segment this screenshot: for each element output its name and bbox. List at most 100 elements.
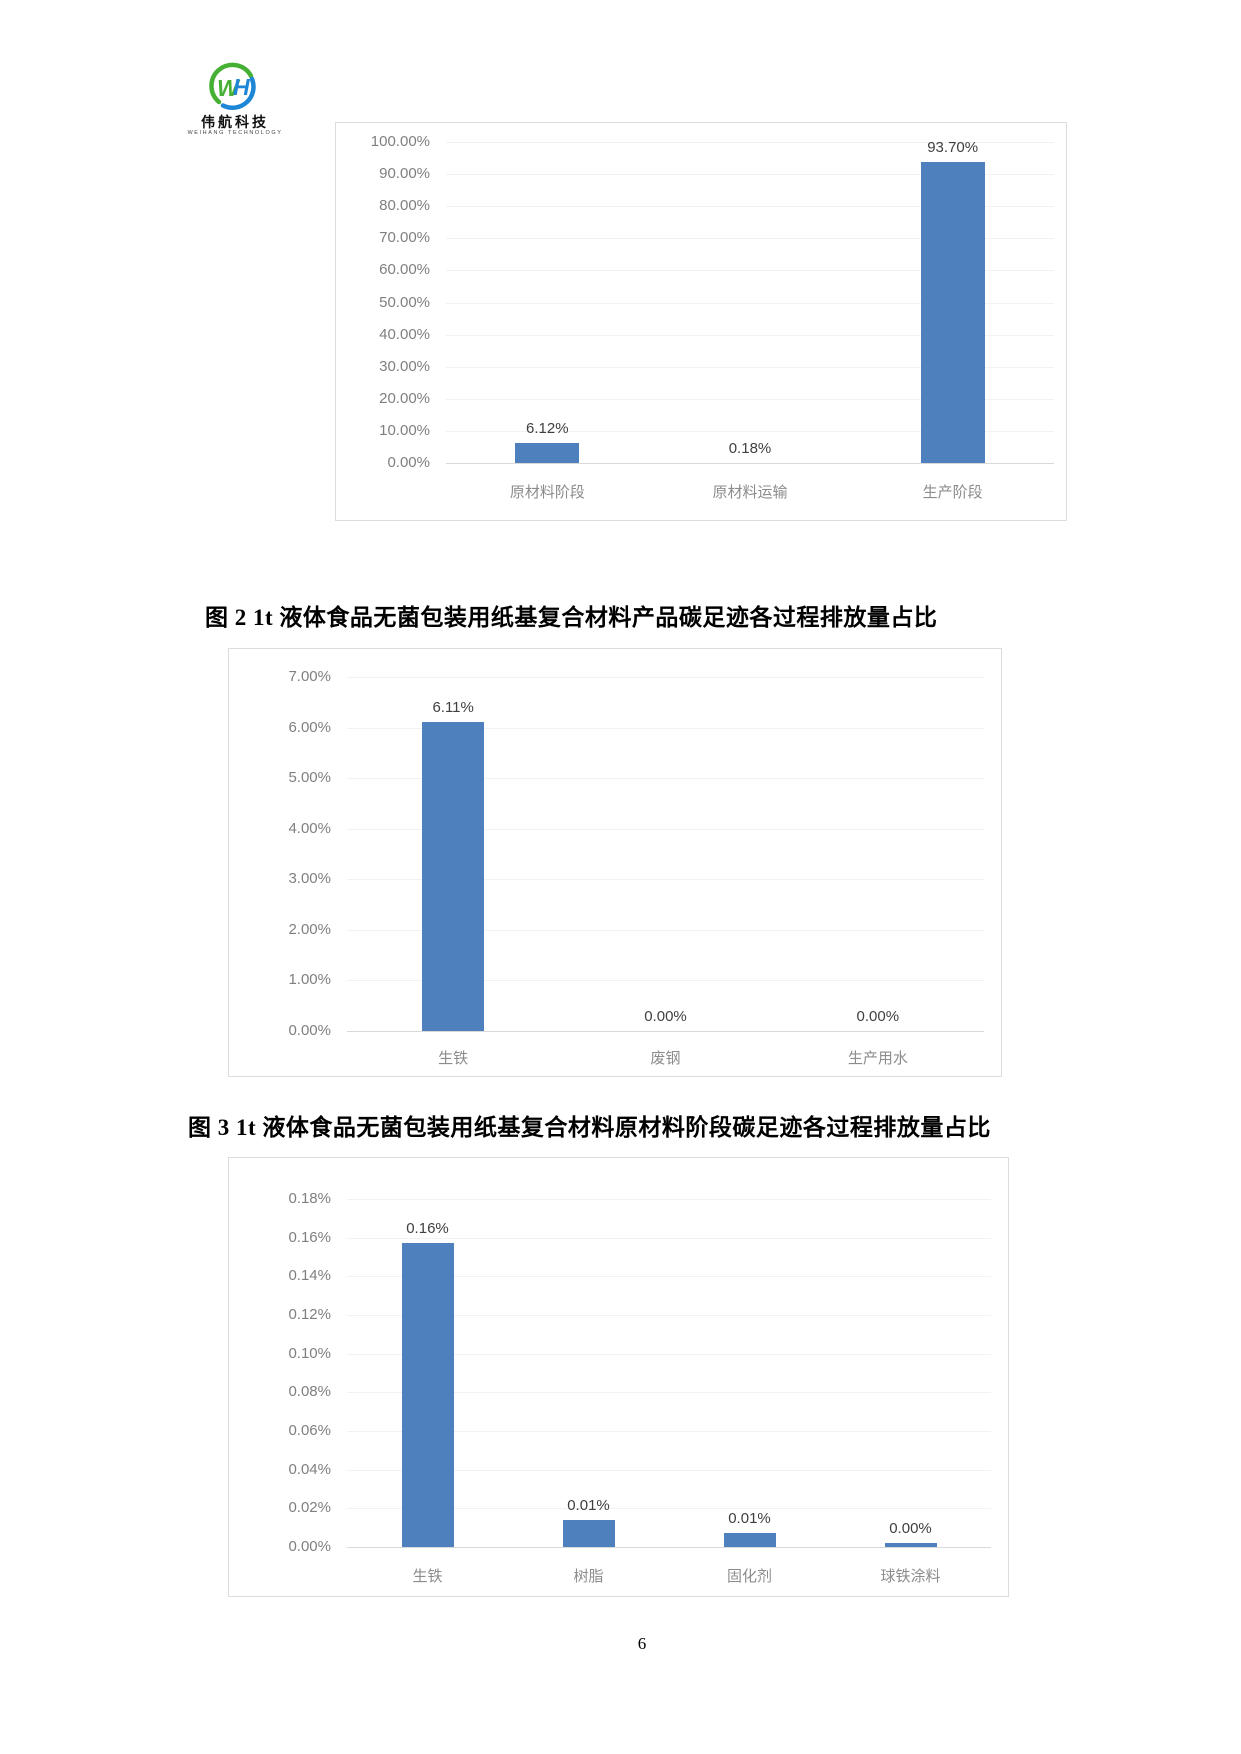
category-label: 原材料运输	[712, 484, 788, 501]
y-tick-label: 100.00%	[370, 133, 430, 150]
category-label: 球铁涂料	[880, 1568, 941, 1585]
bar-value-label: 0.18%	[728, 440, 772, 457]
gridline	[446, 366, 1054, 368]
bar-value-label: 93.70%	[927, 139, 979, 157]
y-tick-label: 3.00%	[288, 870, 331, 888]
figure-4-bar-chart: 0.00% 0.02% 0.04% 0.06% 0.08% 0.10% 0.12% 0.14%…	[228, 1157, 1009, 1597]
bar	[562, 1519, 615, 1547]
bar	[515, 443, 580, 463]
y-tick-label: 0.10%	[288, 1344, 331, 1362]
gridline	[347, 879, 984, 881]
bar-value-label: 0.01%	[567, 1496, 610, 1514]
gridline	[347, 929, 984, 931]
logo-brand-name-cn: 伟航科技	[201, 114, 269, 130]
figure-3-caption: 图 3 1t 液体食品无菌包装用纸基复合材料原材料阶段碳足迹各过程排放量占比	[188, 1115, 991, 1140]
gridline	[446, 302, 1054, 304]
category-label: 生产阶段	[922, 484, 983, 501]
logo-letter-w: W	[217, 75, 241, 101]
gridline	[347, 1469, 991, 1471]
bar-value-label: 0.00%	[856, 1008, 900, 1025]
figure-2-caption: 图 2 1t 液体食品无菌包装用纸基复合材料产品碳足迹各过程排放量占比	[205, 605, 938, 630]
x-axis-line	[347, 1547, 991, 1548]
gridline	[446, 142, 1054, 143]
gridline	[347, 1392, 991, 1394]
y-tick-label: 60.00%	[379, 261, 430, 279]
bar-value-label: 0.16%	[406, 1220, 449, 1238]
y-tick-label: 0.08%	[288, 1383, 331, 1401]
gridline	[347, 727, 984, 729]
figure-2-bar-chart: 0.00% 10.00% 20.00% 30.00% 40.00% 50.00% 60.00…	[335, 122, 1067, 521]
gridline	[347, 1237, 991, 1239]
bar	[723, 1533, 776, 1547]
gridline	[446, 174, 1054, 176]
category-label: 树脂	[573, 1568, 604, 1585]
y-tick-label: 0.00%	[288, 1022, 331, 1039]
bar	[422, 722, 485, 1031]
y-tick-label: 2.00%	[288, 920, 331, 938]
gridline	[347, 1315, 991, 1316]
y-tick-label: 30.00%	[379, 357, 430, 375]
y-tick-label: 0.00%	[387, 454, 430, 471]
y-tick-label: 6.00%	[288, 718, 331, 736]
bar-value-label: 0.01%	[728, 1510, 771, 1528]
gridline	[347, 1199, 991, 1200]
bar	[920, 162, 985, 463]
gridline	[446, 430, 1054, 432]
gridline	[347, 980, 984, 982]
y-tick-label: 0.02%	[288, 1499, 331, 1517]
y-tick-label: 0.18%	[288, 1190, 331, 1207]
bar-value-label: 0.00%	[889, 1520, 932, 1538]
x-axis-line	[446, 463, 1054, 464]
y-tick-label: 20.00%	[379, 389, 430, 407]
logo-emblem-icon: W H	[209, 62, 256, 110]
logo-letter-h: H	[233, 74, 250, 100]
y-tick-label: 5.00%	[288, 769, 331, 787]
gridline	[446, 270, 1054, 272]
y-tick-label: 0.12%	[288, 1306, 331, 1323]
y-tick-label: 0.14%	[288, 1267, 331, 1285]
gridline	[446, 398, 1054, 400]
logo-brand-name-en: WEIHANG TECHNOLOGY	[187, 130, 283, 136]
bar-value-label: 0.00%	[644, 1008, 687, 1025]
category-label: 废钢	[650, 1050, 681, 1067]
bar	[401, 1243, 454, 1547]
y-tick-label: 40.00%	[379, 325, 430, 343]
bar-value-label: 6.11%	[432, 699, 474, 716]
gridline	[347, 677, 984, 678]
bar-value-label: 6.12%	[526, 420, 569, 438]
page-number: 6	[637, 1634, 647, 1653]
gridline	[347, 1431, 991, 1432]
gridline	[446, 238, 1054, 240]
y-tick-label: 0.04%	[288, 1460, 331, 1478]
y-tick-label: 70.00%	[379, 229, 430, 247]
y-tick-label: 7.00%	[288, 668, 331, 685]
y-tick-label: 80.00%	[379, 197, 430, 215]
gridline	[446, 206, 1054, 208]
y-tick-label: 10.00%	[379, 421, 430, 439]
gridline	[347, 828, 984, 830]
category-label: 生铁	[438, 1050, 469, 1067]
bar	[884, 1543, 937, 1547]
logo-blue-arc	[220, 76, 256, 110]
y-tick-label: 4.00%	[288, 819, 331, 837]
y-tick-label: 0.06%	[288, 1422, 331, 1439]
gridline	[446, 334, 1054, 336]
figure-3-bar-chart: 0.00% 1.00% 2.00% 3.00% 4.00% 5.00% 6.00% 7.00%…	[228, 648, 1002, 1077]
category-label: 生产用水	[847, 1050, 908, 1067]
category-label: 生铁	[412, 1568, 443, 1585]
x-axis-line	[347, 1031, 984, 1032]
category-label: 固化剂	[726, 1568, 772, 1585]
y-tick-label: 1.00%	[288, 971, 331, 989]
category-label: 原材料阶段	[509, 484, 585, 501]
gridline	[347, 1276, 991, 1278]
logo-green-arc	[209, 62, 254, 105]
y-tick-label: 50.00%	[379, 293, 430, 311]
y-tick-label: 90.00%	[379, 165, 430, 183]
y-tick-label: 0.00%	[288, 1538, 331, 1555]
gridline	[347, 1353, 991, 1355]
gridline	[347, 778, 984, 780]
gridline	[347, 1508, 991, 1510]
company-logo: W H 伟航科技 WEIHANG TECHNOLOGY	[185, 62, 285, 142]
y-tick-label: 0.16%	[288, 1228, 331, 1246]
